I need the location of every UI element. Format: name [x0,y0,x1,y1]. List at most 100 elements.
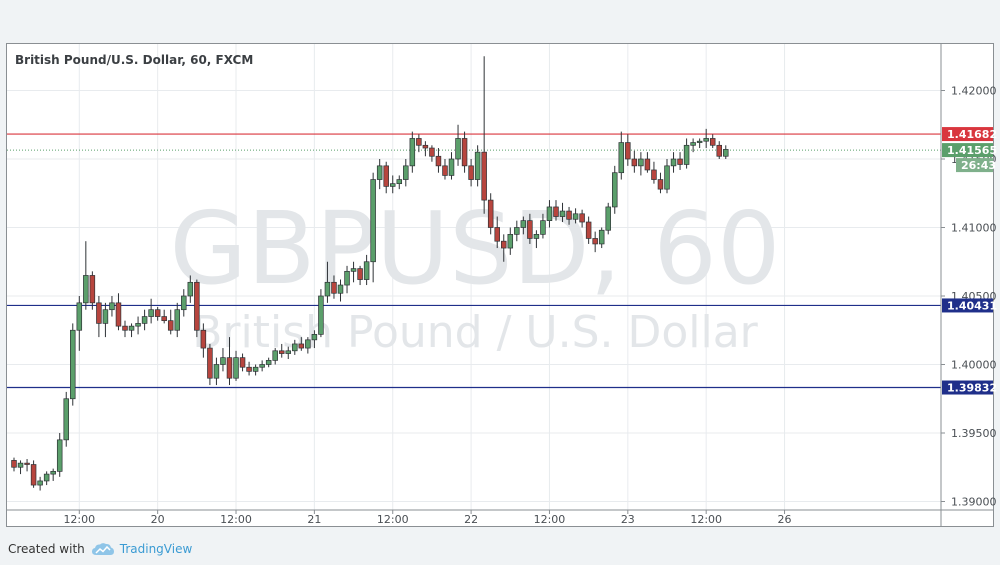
candle-body [344,270,350,286]
candle [605,202,611,235]
candle [167,309,174,335]
y-tick-label: 1.39500 [951,427,997,440]
candle [311,330,318,349]
candle-body [520,220,527,228]
candle [96,296,102,338]
candle [389,175,396,194]
candle-body [416,138,422,146]
tradingview-link[interactable]: TradingView [91,542,193,556]
candle [481,56,487,214]
candle [618,131,625,180]
x-tick-label: 22 [464,513,478,526]
current-price-label: 1.41565 [947,144,997,157]
candle [337,279,344,302]
candle-body [540,220,546,235]
candle [514,220,520,242]
grid [7,44,941,510]
candle [709,134,716,149]
candle [89,271,96,310]
candle [533,230,540,249]
candle-body [677,158,683,165]
candle-body [37,480,43,486]
tradingview-brand: TradingView [119,542,193,556]
resistance-price-tag [942,127,993,142]
candle-body [664,165,670,190]
candle [501,234,507,262]
candle-body [50,471,56,475]
x-tick-label: 12:00 [534,513,566,526]
candle [487,193,494,235]
candle-body [559,210,566,217]
candle-body [507,234,514,249]
candle [370,172,376,283]
y-tick-label: 1.39000 [951,496,997,509]
candle [265,357,272,368]
candle-body [24,462,30,465]
candle-body [723,149,729,157]
candle-body [618,142,625,174]
candle [579,209,585,228]
candle-body [272,350,278,361]
candle-body [448,158,455,176]
candle [474,145,481,187]
candle [448,152,455,180]
candle-body [350,268,357,272]
candle-body [527,220,533,239]
y-tick-label: 1.42000 [951,85,997,98]
candle-body [429,147,435,157]
candle-body [115,302,122,327]
current-price-tag [942,143,993,158]
candle [546,200,553,228]
candle-body [109,302,115,311]
support-price-label: 1.39832 [947,382,997,395]
candle-body [435,155,442,167]
support-price-tag [942,380,993,395]
candle-body [17,462,24,468]
candle [442,159,448,180]
candle [664,159,670,194]
footer: Created with TradingView [8,540,192,558]
candle-body [148,309,154,317]
candle [70,323,76,406]
candle-body [239,357,246,368]
candle [207,343,213,386]
candle [141,309,148,331]
candle-body [83,275,89,304]
candle-body [579,213,585,223]
candle [435,148,442,173]
candle-body [43,473,50,482]
x-tick-label: 20 [151,513,165,526]
candle [331,275,337,299]
candle-body [11,460,17,468]
candle-body [585,221,592,239]
candle [154,306,161,321]
candle [566,206,572,225]
candle-body [612,172,618,208]
x-tick-label: 12:00 [63,513,95,526]
candle-body [396,179,403,185]
candle-body [363,261,370,280]
candle-body [474,151,481,180]
candle [468,159,474,187]
candle-body [30,464,37,486]
candle-body [598,229,605,245]
candle [181,289,187,317]
candle [76,296,83,351]
created-with-label: Created with [8,542,85,556]
candle-body [298,343,305,349]
candle-body [70,329,76,400]
candle-body [200,329,207,349]
candle [631,150,638,173]
candle [233,350,239,381]
candles [11,56,729,491]
candle [585,216,592,244]
candle-body [154,309,161,317]
candle [285,346,292,360]
candle-body [357,268,363,280]
candle [703,128,709,149]
candle-body [481,151,487,201]
candle-body [487,199,494,228]
candle [520,216,527,235]
candle [109,296,115,317]
